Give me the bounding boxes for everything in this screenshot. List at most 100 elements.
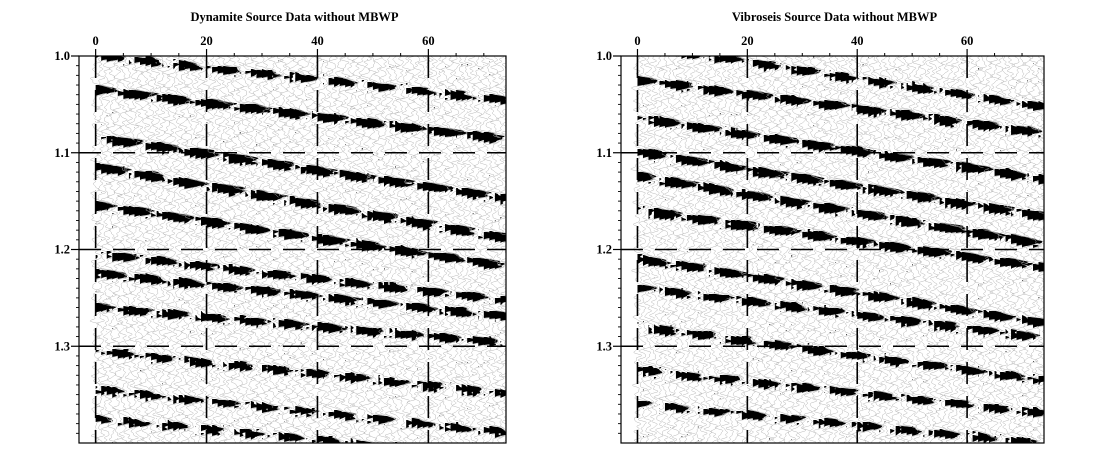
trace-wiggle — [785, 56, 811, 443]
y-tick-label: 1.0 — [54, 49, 70, 63]
trace-fill — [1011, 87, 1029, 443]
trace-fill — [334, 77, 352, 443]
trace-fill — [217, 66, 241, 436]
trace-wiggle — [437, 56, 465, 443]
trace-wiggle — [299, 56, 325, 443]
trace-fill — [747, 59, 771, 420]
trace-wiggle — [476, 56, 502, 443]
trace-fill — [128, 60, 156, 428]
trace-wiggle — [949, 56, 978, 443]
trace-fill — [167, 66, 195, 434]
trace-fill — [675, 56, 700, 413]
x-tick-label: 0 — [634, 34, 640, 48]
trace-wiggle — [264, 56, 293, 443]
trace-fill — [785, 65, 811, 424]
trace-fill — [239, 64, 257, 437]
trace-fill — [395, 65, 412, 443]
trace-fill — [134, 57, 160, 427]
trace-fill — [289, 72, 312, 441]
trace-fill — [912, 81, 938, 436]
trace-fill — [835, 72, 858, 427]
trace-fill — [140, 58, 162, 440]
trace-fill — [339, 70, 364, 442]
trace-fill — [956, 89, 979, 436]
trace-fill — [506, 61, 529, 439]
trace-wiggle — [444, 56, 468, 443]
trace-fill — [145, 56, 165, 425]
trace-fill — [106, 56, 133, 423]
trace-fill — [802, 67, 825, 419]
trace-fill — [983, 94, 1006, 443]
trace-wiggle — [740, 56, 769, 443]
trace-wiggle — [641, 56, 666, 443]
trace-fill — [653, 80, 672, 406]
trace-fill — [708, 56, 730, 415]
trace-fill — [489, 61, 506, 435]
trace-fill — [642, 77, 663, 437]
trace-fill — [741, 60, 762, 420]
trace-wiggle — [811, 56, 835, 443]
trace-fill — [117, 57, 143, 439]
trace-fill — [791, 66, 812, 440]
x-tick-label: 20 — [741, 34, 754, 48]
trace-fill — [862, 64, 887, 432]
trace-fill — [829, 70, 850, 428]
trace-fill — [774, 65, 798, 424]
trace-fill — [189, 61, 210, 434]
x-tick-label: 60 — [422, 34, 435, 48]
panel-1: Dynamite Source Data without MBWP 0 20 40 60… — [54, 10, 529, 444]
trace-fill — [223, 66, 246, 440]
trace-wiggle — [165, 56, 194, 443]
trace-fill — [725, 56, 748, 412]
trace-wiggle — [779, 56, 809, 443]
y-tick-label: 1.0 — [596, 49, 612, 63]
trace-fill — [659, 69, 679, 414]
panel-2: Vibroseis Source Data without MBWP 0 20 40 6… — [596, 10, 1066, 444]
trace-wiggle — [133, 56, 161, 443]
panel-title: Dynamite Source Data without MBWP — [190, 10, 398, 24]
trace-fill — [714, 56, 735, 417]
trace-wiggle — [954, 56, 979, 443]
trace-fill — [840, 72, 863, 426]
trace-fill — [173, 59, 195, 431]
trace-wiggle — [411, 56, 438, 443]
trace-wiggle — [93, 56, 122, 443]
trace-wiggle — [173, 56, 198, 443]
trace-fill — [494, 95, 506, 438]
trace-fill — [906, 83, 926, 435]
trace-wiggle — [988, 56, 1015, 443]
panel-title: Vibroseis Source Data without MBWP — [732, 10, 938, 24]
y-tick-label: 1.2 — [596, 243, 612, 257]
trace-fill — [763, 61, 791, 417]
y-tick-label: 1.3 — [54, 339, 70, 353]
trace-fill — [824, 74, 844, 427]
x-tick-label: 60 — [961, 34, 974, 48]
trace-fill — [901, 64, 922, 434]
trace-fill — [972, 98, 992, 442]
trace-fill — [1022, 64, 1043, 443]
trace-fill — [950, 89, 975, 439]
trace-fill — [1044, 77, 1066, 443]
trace-wiggle — [305, 56, 336, 443]
trace-fill — [664, 80, 684, 411]
trace-fill — [445, 66, 466, 432]
trace-fill — [300, 75, 324, 439]
trace-fill — [730, 56, 748, 414]
trace-fill — [648, 80, 667, 436]
trace-fill — [250, 69, 273, 440]
trace-fill — [961, 62, 980, 439]
y-tick-label: 1.1 — [54, 146, 70, 160]
trace-fill — [378, 84, 399, 443]
trace-fill — [433, 93, 454, 439]
trace-fill — [758, 61, 780, 421]
trace-fill — [201, 68, 220, 435]
trace-wiggle — [745, 56, 773, 443]
y-tick-label: 1.3 — [596, 339, 612, 353]
trace-fill — [295, 72, 320, 443]
trace-fill — [917, 85, 937, 434]
trace-fill — [439, 71, 465, 430]
trace-fill — [879, 77, 903, 433]
trace-fill — [796, 66, 817, 426]
